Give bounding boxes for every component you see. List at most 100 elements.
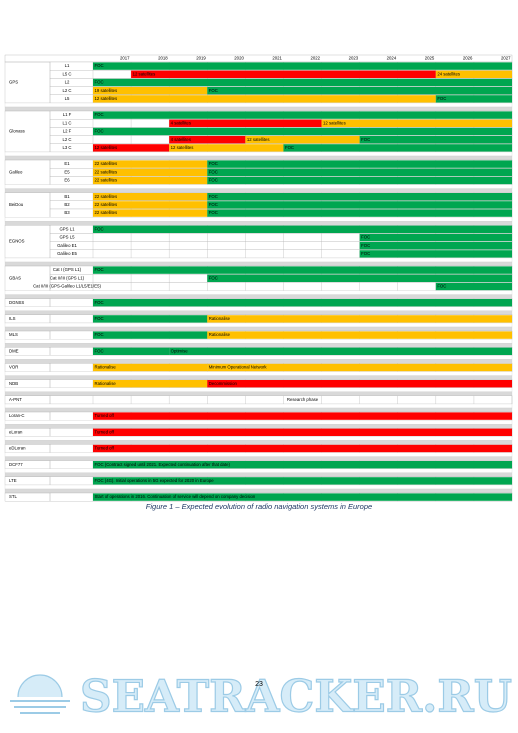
bar-label: FOC — [95, 129, 104, 134]
timeline-bar — [93, 201, 208, 209]
bar-label: FOC — [361, 137, 370, 142]
signal-label: Galileo E1 — [57, 243, 77, 248]
signal-label: E1 — [64, 161, 70, 166]
signal-label: Galileo E5 — [57, 251, 77, 256]
bar-label: FOC — [437, 284, 446, 289]
timeline-bar — [207, 380, 513, 388]
spacer-row — [4, 310, 513, 315]
timeline-bar — [93, 331, 208, 339]
bar-label: 22 satellites — [95, 169, 118, 174]
bar-label: FOC — [361, 235, 370, 240]
bar-label: 12 satellites — [133, 71, 156, 76]
group-label: GBAS — [9, 275, 21, 280]
timeline-bar — [169, 136, 246, 144]
timeline-bar — [359, 250, 512, 258]
spacer-row — [4, 102, 513, 108]
bar-label: 4 satellites — [171, 137, 191, 142]
spacer-row — [4, 184, 513, 189]
bar-label: FOC — [95, 267, 104, 272]
signal-label: Cat I (GPS L1) — [53, 267, 82, 272]
timeline-bar — [93, 412, 512, 420]
spacer-row — [4, 294, 513, 299]
year-label: 2022 — [310, 56, 320, 61]
timeline-bar — [207, 168, 513, 176]
timeline-bar — [93, 428, 512, 436]
bar-label: Rationalise — [95, 381, 117, 386]
signal-label: E5 — [64, 169, 70, 174]
timeline-bar — [321, 119, 512, 127]
spacer-row — [4, 468, 513, 473]
bar-label: FOC — [361, 243, 370, 248]
bar-label: 12 satellites — [247, 137, 270, 142]
timeline-bar — [245, 136, 360, 144]
bar-label: 12 satellites — [171, 145, 194, 150]
spacer-row — [4, 375, 513, 380]
signal-label: B3 — [64, 210, 70, 215]
timeline-bar — [93, 444, 512, 453]
timeline-bar — [169, 144, 284, 152]
timeline-bar — [207, 274, 513, 282]
timeline-bar — [207, 87, 513, 95]
year-label: 2023 — [349, 56, 359, 61]
timeline-bar — [207, 193, 513, 201]
year-label: 2017 — [120, 56, 130, 61]
row-note: Research phase — [287, 397, 319, 402]
timeline-bar — [435, 282, 512, 291]
signal-label: L2 — [65, 80, 70, 85]
page-number: 23 — [255, 681, 263, 688]
signal-label: L3 C — [62, 145, 71, 150]
watermark-logo — [10, 674, 70, 721]
timeline-bar — [93, 87, 208, 95]
group-cell — [4, 492, 51, 502]
timeline-bar — [93, 380, 208, 388]
timeline-bar — [93, 461, 512, 469]
signal-label: L5 C — [62, 71, 71, 76]
bar-label: FOC — [285, 145, 294, 150]
year-label: 2024 — [387, 56, 397, 61]
timeline-bar — [207, 176, 513, 185]
bar-label: Turned off — [95, 429, 115, 434]
year-label: 2021 — [272, 56, 282, 61]
bar-label: 22 satellites — [95, 194, 118, 199]
year-label: 2025 — [425, 56, 435, 61]
timeline-bar — [359, 233, 512, 242]
year-label: 2019 — [196, 56, 206, 61]
group-label: NDB — [9, 381, 18, 386]
year-label: 2020 — [234, 56, 244, 61]
spacer-row — [4, 484, 513, 490]
timeline-bar — [93, 95, 436, 103]
bar-label: Turned off — [95, 446, 115, 451]
timeline-bar — [93, 193, 208, 201]
timeline-bar — [93, 225, 512, 233]
group-label: DME — [9, 348, 19, 353]
timeline-bar — [207, 315, 513, 323]
bar-label: FOC — [95, 316, 104, 321]
timeline-bar — [207, 201, 513, 209]
bar-label: FOC — [209, 178, 218, 183]
bar-label: FOC — [95, 300, 104, 305]
timeline-bar — [359, 242, 512, 250]
spacer-row — [4, 424, 513, 429]
bar-label: FOC — [95, 80, 104, 85]
bar-label: Decommission — [209, 381, 238, 386]
group-label: eDLoran — [9, 446, 26, 451]
bar-label: 4 satellites — [171, 120, 191, 125]
group-label: eLoran — [9, 429, 23, 434]
bar-label: FOC — [95, 332, 104, 337]
bar-label: FOC — [95, 112, 104, 117]
bar-label: Rationalise — [209, 332, 231, 337]
spacer-row — [4, 420, 513, 425]
timeline-bar — [93, 315, 208, 323]
spacer-row — [4, 403, 513, 409]
spacer-row — [4, 456, 513, 461]
signal-label: L2 F — [63, 129, 72, 134]
spacer-row — [4, 472, 513, 477]
spacer-row — [4, 326, 513, 332]
spacer-row — [4, 436, 513, 441]
spacer-row — [4, 343, 513, 348]
signal-label: Cat II/III (GPS L1) — [50, 275, 85, 280]
timeline-bar — [93, 127, 512, 136]
row-cell — [49, 395, 513, 405]
group-label: A-PNT — [9, 397, 22, 402]
caption: Figure 1 – Expected evolution of radio n… — [146, 502, 372, 511]
